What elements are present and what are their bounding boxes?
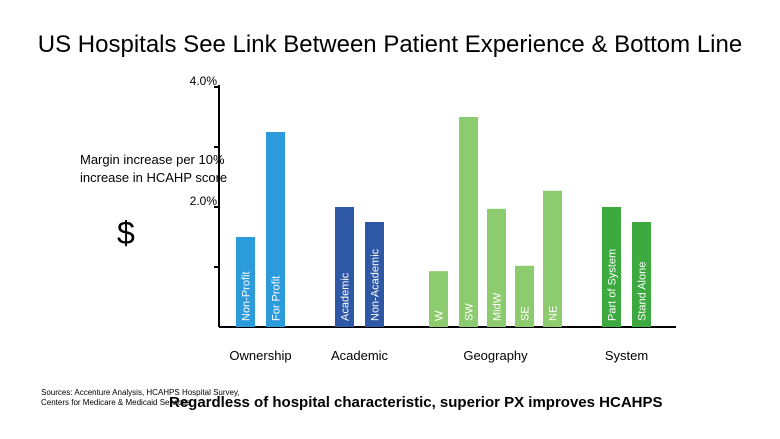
- bar-label: NE: [548, 306, 560, 321]
- bar-label: For Profit: [271, 276, 283, 321]
- bar-label: Stand Alone: [637, 262, 649, 321]
- y-tick-label: 4.0%: [190, 74, 218, 88]
- group-label: Geography: [463, 348, 528, 363]
- conclusion-text: Regardless of hospital characteristic, s…: [169, 394, 663, 411]
- bar-label: Non-Academic: [370, 248, 382, 321]
- bar: [543, 190, 562, 327]
- bar-label: Part of System: [607, 249, 619, 321]
- slide-title: US Hospitals See Link Between Patient Ex…: [37, 31, 743, 58]
- bar: [602, 207, 621, 327]
- bar-label: Academic: [340, 272, 352, 321]
- group-label: Academic: [331, 348, 389, 363]
- bar: [429, 271, 448, 327]
- bar-label: W: [434, 310, 446, 321]
- bar-label: SE: [520, 306, 532, 321]
- bar: [487, 208, 506, 327]
- y-axis-description: Margin increase per 10% increase in HCAH…: [80, 152, 228, 185]
- group-label: Ownership: [229, 348, 291, 363]
- bar: [266, 132, 285, 327]
- sources-note: Sources: Accenture Analysis, HCAHPS Hosp…: [41, 388, 240, 407]
- bar-label: SW: [464, 303, 476, 321]
- bar: [236, 237, 255, 327]
- bar: [632, 222, 651, 327]
- bar-label: MidW: [492, 292, 504, 321]
- dollar-symbol: $: [117, 215, 135, 251]
- bar: [459, 117, 478, 327]
- y-tick-label: 2.0%: [190, 194, 218, 208]
- bar: [335, 207, 354, 327]
- bar: [365, 222, 384, 327]
- bar-label: Non-Profit: [241, 271, 253, 321]
- bar: [515, 265, 534, 327]
- group-label: System: [605, 348, 648, 363]
